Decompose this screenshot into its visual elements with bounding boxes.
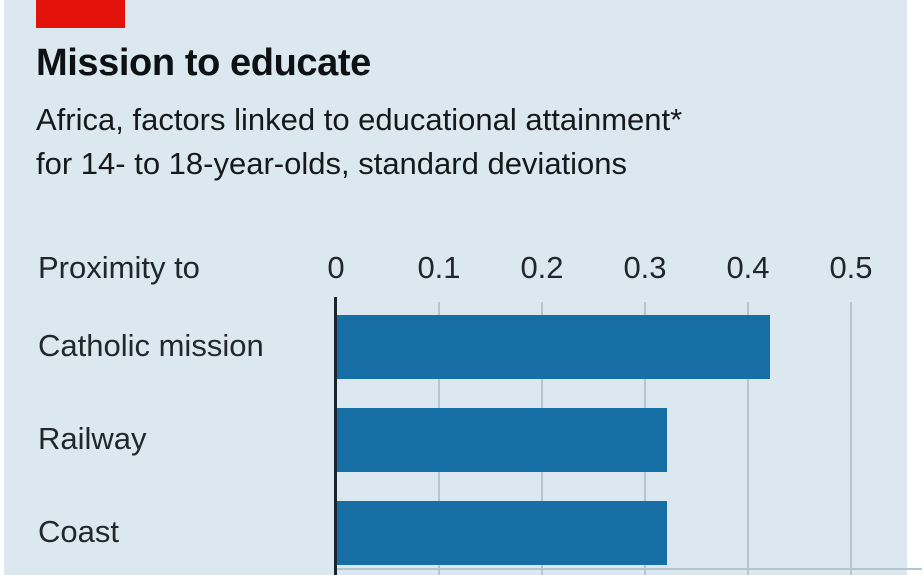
clipped-bottom-rule bbox=[336, 568, 922, 570]
bar bbox=[337, 408, 667, 472]
chart-subtitle-line1: Africa, factors linked to educational at… bbox=[36, 102, 683, 137]
economist-red-tab bbox=[36, 0, 125, 28]
chart-title: Mission to educate bbox=[36, 42, 371, 84]
category-label: Railway bbox=[38, 421, 147, 456]
axis-tick-label: 0 bbox=[327, 250, 345, 285]
axis-tick-label: 0.4 bbox=[726, 250, 770, 285]
bar bbox=[337, 315, 770, 379]
category-label: Coast bbox=[38, 514, 119, 549]
chart-panel-background bbox=[4, 0, 907, 575]
chart-subtitle: Africa, factors linked to educational at… bbox=[36, 98, 682, 186]
x-axis-zero-line bbox=[334, 297, 337, 575]
axis-tick-label: 0.2 bbox=[520, 250, 564, 285]
axis-tick-label: 0.5 bbox=[829, 250, 873, 285]
gridline bbox=[850, 302, 852, 575]
gridline bbox=[747, 302, 749, 575]
axis-group-label: Proximity to bbox=[38, 250, 200, 285]
category-label: Catholic mission bbox=[38, 328, 264, 363]
chart-subtitle-line2: for 14- to 18-year-olds, standard deviat… bbox=[36, 146, 628, 181]
bar bbox=[337, 501, 667, 565]
axis-tick-label: 0.3 bbox=[623, 250, 667, 285]
axis-tick-label: 0.1 bbox=[417, 250, 461, 285]
